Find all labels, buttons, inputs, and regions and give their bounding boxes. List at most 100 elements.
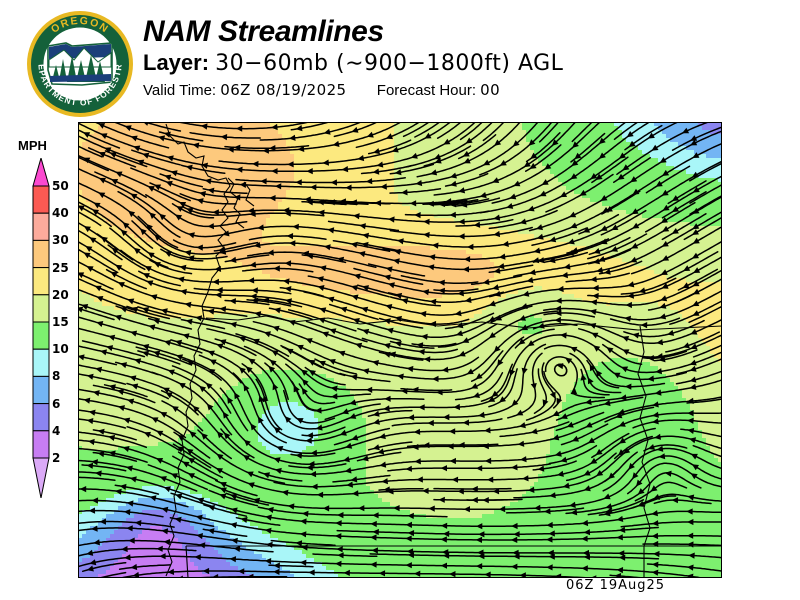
streamline-arrow <box>166 155 174 162</box>
streamline-arrow <box>130 135 138 142</box>
streamline-arrow <box>475 373 483 380</box>
streamline-arrow <box>438 496 445 503</box>
streamline-arrow <box>428 254 436 261</box>
streamline-arrow <box>413 570 421 577</box>
streamline <box>288 463 347 469</box>
streamline <box>538 122 560 143</box>
streamline-arrow <box>309 471 317 478</box>
streamline-arrow <box>118 405 125 412</box>
streamline-arrow <box>234 392 241 400</box>
streamline-arrow <box>493 230 501 238</box>
streamline-arrow <box>383 342 391 349</box>
streamline-arrow <box>308 461 315 468</box>
streamline-arrow <box>131 306 139 313</box>
streamline-arrow <box>98 192 106 199</box>
streamline-arrow <box>690 473 698 480</box>
streamline-arrow <box>561 272 568 279</box>
streamline <box>172 455 219 482</box>
streamline-arrow <box>340 306 348 313</box>
streamline-arrow <box>692 223 700 230</box>
streamline-arrow <box>511 399 519 407</box>
streamline-arrow <box>83 132 91 138</box>
streamline-arrow <box>253 497 261 504</box>
streamline-arrow <box>628 140 636 148</box>
streamline-arrow <box>690 139 698 146</box>
streamline-arrow <box>117 282 125 288</box>
streamline-arrow <box>581 519 589 527</box>
streamline-arrow <box>306 168 313 175</box>
streamline-arrow <box>386 327 394 334</box>
layer-label: Layer: <box>143 50 210 75</box>
streamline-arrow <box>590 173 598 180</box>
streamline-arrow <box>134 520 142 527</box>
streamline-arrow <box>78 354 85 361</box>
streamline-arrow <box>328 359 336 365</box>
valid-time-line: Valid Time: 06Z 08/19/2025 Forecast Hour… <box>143 81 563 100</box>
streamline-arrow <box>682 127 690 134</box>
streamline <box>324 403 381 421</box>
streamline-arrow <box>343 569 350 576</box>
streamline-arrow <box>91 459 98 466</box>
streamline <box>78 142 722 248</box>
streamline-arrow <box>479 192 487 199</box>
streamline-arrow <box>128 210 136 218</box>
washington-oregon-border <box>205 315 722 331</box>
streamline <box>332 239 391 252</box>
streamline <box>382 160 722 261</box>
streamline <box>470 275 523 286</box>
streamline <box>93 122 170 149</box>
streamline-arrow <box>546 564 553 571</box>
streamline-arrow <box>405 465 412 472</box>
streamline-arrow <box>137 159 145 166</box>
streamline-arrow <box>691 229 699 235</box>
streamline-arrow <box>640 322 648 329</box>
streamline-arrow <box>409 200 417 207</box>
streamline-arrow <box>362 285 369 291</box>
streamline <box>78 240 722 339</box>
streamline-arrow <box>692 186 700 193</box>
streamline-arrow <box>201 433 208 440</box>
streamline-arrow <box>362 328 370 335</box>
streamline-arrow <box>618 554 626 561</box>
streamline-arrow <box>126 500 134 507</box>
streamline-arrow <box>287 503 295 510</box>
streamline-arrow <box>690 453 698 460</box>
streamline-arrow <box>262 297 270 304</box>
streamline-arrow <box>95 470 102 477</box>
streamline-arrow <box>405 562 412 569</box>
streamline-arrow <box>86 418 94 425</box>
streamline-arrow <box>682 282 690 289</box>
streamline-arrow <box>549 492 556 499</box>
streamline-arrow <box>552 410 560 416</box>
streamline-arrow <box>442 414 450 421</box>
streamline-arrow <box>184 249 192 256</box>
streamline-arrow <box>244 439 251 447</box>
streamline-arrow <box>653 550 660 558</box>
nam-streamlines-map[interactable] <box>78 122 722 578</box>
puget-sound-inlet <box>227 177 245 229</box>
streamline-arrow <box>208 505 216 511</box>
streamline-arrow <box>319 265 327 272</box>
streamline-arrow <box>518 422 526 429</box>
streamline-arrow <box>546 536 553 543</box>
streamline-arrow <box>108 434 116 441</box>
streamline <box>172 239 237 249</box>
streamline-arrow <box>132 571 140 578</box>
streamline-arrow <box>428 505 435 512</box>
streamline-arrow <box>603 493 611 500</box>
streamline-arrow <box>512 549 519 556</box>
streamline-arrow <box>465 137 473 144</box>
streamline-arrow <box>88 438 95 446</box>
streamline-arrow <box>159 553 166 560</box>
streamline-arrow <box>189 431 197 438</box>
streamline-arrow <box>692 237 700 244</box>
streamline-arrow <box>660 217 668 223</box>
streamline-arrow <box>690 343 698 350</box>
streamline-arrow <box>329 328 337 335</box>
streamline-arrow <box>449 211 456 218</box>
streamline <box>543 312 596 318</box>
streamline-arrow <box>615 412 623 419</box>
streamline-arrow <box>427 200 434 207</box>
streamline-arrow <box>262 395 269 403</box>
streamline <box>644 201 696 233</box>
